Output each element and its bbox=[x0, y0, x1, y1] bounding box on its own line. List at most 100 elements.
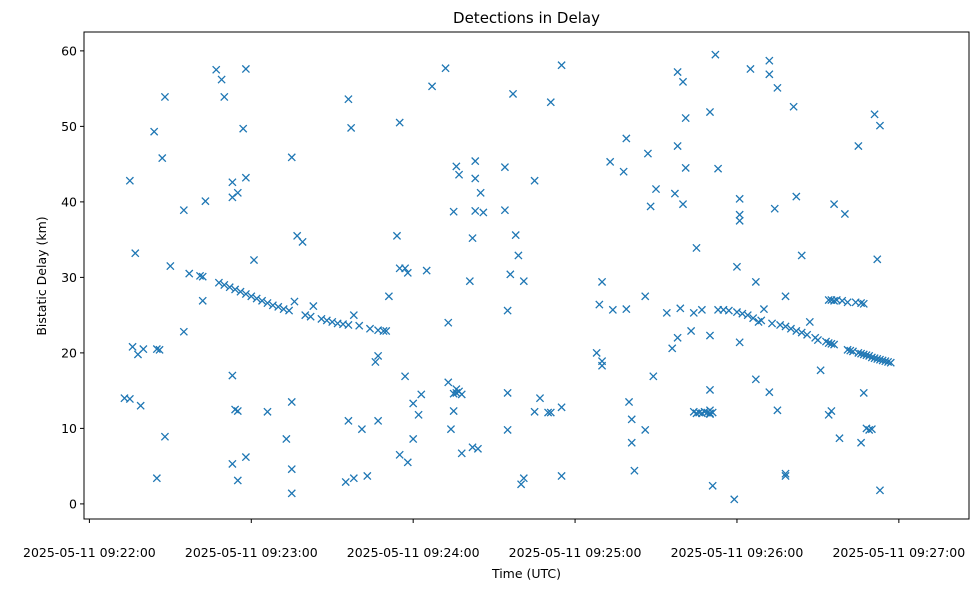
data-point bbox=[597, 277, 607, 286]
y-tick-label: 60 bbox=[61, 43, 77, 58]
data-point bbox=[395, 450, 404, 459]
data-point bbox=[859, 299, 868, 308]
y-axis-ticks: 0 10 20 30 40 50 60 bbox=[61, 43, 84, 511]
data-point bbox=[827, 406, 836, 416]
data-point bbox=[870, 110, 879, 119]
y-tick-label: 50 bbox=[61, 119, 77, 134]
data-point bbox=[781, 292, 790, 301]
data-point bbox=[730, 495, 739, 504]
y-tick-label: 30 bbox=[61, 270, 77, 285]
data-point bbox=[608, 305, 617, 314]
data-point bbox=[201, 197, 210, 206]
data-point bbox=[843, 298, 852, 307]
data-point bbox=[249, 255, 259, 265]
data-point bbox=[557, 61, 566, 70]
data-point bbox=[732, 262, 742, 271]
data-point bbox=[228, 178, 237, 187]
x-axis-ticks: 2025-05-11 09:22:00 2025-05-11 09:23:00 20… bbox=[23, 519, 965, 560]
data-point bbox=[379, 326, 388, 336]
data-point bbox=[233, 406, 242, 416]
data-point bbox=[195, 271, 205, 280]
data-point bbox=[454, 170, 464, 179]
data-point bbox=[465, 277, 474, 286]
data-point bbox=[160, 92, 170, 101]
data-point bbox=[471, 206, 480, 216]
data-point bbox=[349, 474, 358, 483]
data-point bbox=[678, 200, 688, 209]
data-point bbox=[231, 285, 240, 294]
data-point bbox=[479, 208, 488, 217]
data-point bbox=[789, 102, 798, 111]
data-point bbox=[282, 434, 291, 444]
data-point bbox=[662, 308, 671, 317]
data-point bbox=[738, 309, 747, 318]
data-point bbox=[290, 297, 299, 306]
data-point bbox=[395, 118, 404, 127]
data-point bbox=[770, 204, 779, 213]
data-point bbox=[382, 326, 391, 336]
x-tick-label: 2025-05-11 09:23:00 bbox=[185, 545, 318, 560]
data-point bbox=[263, 298, 272, 308]
data-point bbox=[530, 407, 539, 416]
data-point bbox=[692, 243, 701, 253]
data-point bbox=[705, 107, 715, 117]
data-point bbox=[751, 277, 760, 286]
data-point bbox=[759, 305, 768, 314]
data-point bbox=[247, 292, 256, 301]
data-point bbox=[403, 268, 412, 277]
data-point bbox=[417, 390, 426, 399]
data-point bbox=[457, 449, 466, 458]
data-point bbox=[751, 375, 760, 384]
y-tick-label: 10 bbox=[61, 421, 77, 436]
data-point bbox=[687, 326, 696, 336]
data-point bbox=[519, 474, 528, 483]
data-point bbox=[835, 434, 844, 443]
data-point bbox=[803, 330, 812, 339]
data-point bbox=[862, 351, 871, 360]
data-point bbox=[765, 56, 774, 65]
data-point bbox=[125, 176, 134, 185]
data-point bbox=[309, 302, 318, 311]
data-point bbox=[735, 194, 744, 203]
x-axis-label: Time (UTC) bbox=[491, 566, 561, 581]
data-point bbox=[883, 357, 893, 367]
data-point bbox=[767, 319, 777, 328]
data-point bbox=[530, 176, 539, 185]
data-point bbox=[511, 231, 520, 240]
data-point bbox=[401, 264, 410, 273]
data-point bbox=[503, 425, 512, 434]
data-point bbox=[724, 306, 733, 315]
data-point bbox=[597, 357, 607, 366]
data-point bbox=[508, 89, 518, 98]
data-point bbox=[500, 163, 509, 172]
data-point bbox=[166, 262, 175, 271]
data-point bbox=[233, 188, 242, 197]
data-point bbox=[473, 444, 482, 453]
data-point bbox=[136, 401, 145, 410]
data-point bbox=[185, 269, 194, 278]
data-point bbox=[697, 305, 706, 314]
data-point bbox=[341, 477, 350, 487]
data-point bbox=[468, 443, 477, 452]
data-points bbox=[120, 50, 895, 504]
data-point bbox=[676, 304, 685, 313]
data-point bbox=[506, 270, 515, 279]
data-point bbox=[131, 249, 140, 258]
data-point bbox=[457, 390, 466, 399]
data-point bbox=[287, 397, 296, 407]
data-point bbox=[875, 486, 885, 495]
data-point bbox=[449, 406, 458, 416]
data-point bbox=[546, 408, 555, 417]
data-point bbox=[449, 207, 458, 216]
data-point bbox=[287, 489, 296, 498]
data-point bbox=[287, 465, 296, 474]
y-tick-label: 20 bbox=[61, 345, 77, 360]
data-point bbox=[865, 425, 874, 434]
data-point bbox=[476, 188, 485, 197]
data-point bbox=[867, 425, 876, 434]
data-point bbox=[198, 296, 207, 305]
data-point bbox=[349, 311, 358, 320]
data-point bbox=[735, 338, 744, 347]
data-point bbox=[873, 255, 882, 264]
data-point bbox=[214, 278, 223, 287]
